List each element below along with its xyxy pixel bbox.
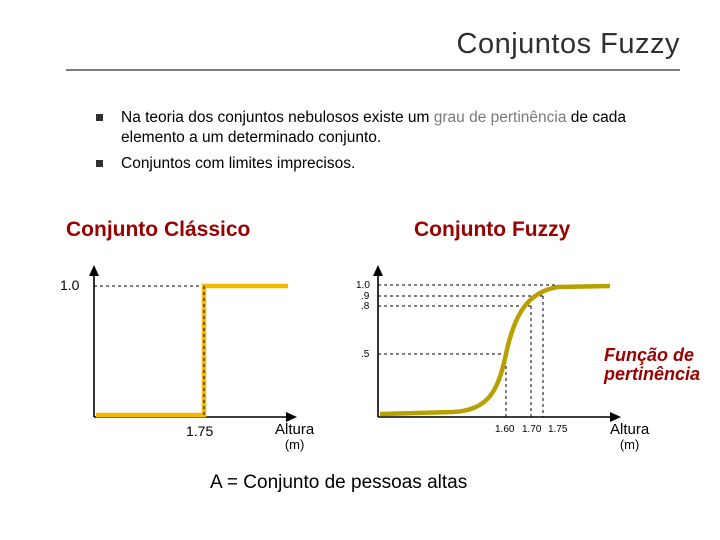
ytick-1: 1.0 bbox=[356, 280, 370, 291]
bullet-list: Na teoria dos conjuntos nebulosos existe… bbox=[96, 108, 680, 180]
page-title: Conjuntos Fuzzy bbox=[66, 28, 680, 61]
classic-step-curve bbox=[96, 286, 288, 415]
ytick-1: 1.0 bbox=[60, 277, 80, 293]
title-underline bbox=[66, 69, 680, 71]
bullet-item: Conjuntos com limites imprecisos. bbox=[96, 154, 680, 174]
xtick-175: 1.75 bbox=[548, 424, 568, 435]
xtick-175: 1.75 bbox=[186, 423, 213, 439]
subhead-classic: Conjunto Clássico bbox=[66, 218, 250, 242]
ytick-8: .8 bbox=[361, 301, 370, 312]
fuzzy-s-curve bbox=[380, 286, 610, 414]
bullet-item: Na teoria dos conjuntos nebulosos existe… bbox=[96, 108, 680, 148]
title-block: Conjuntos Fuzzy bbox=[66, 28, 680, 71]
membership-label: Função de pertinência bbox=[604, 346, 700, 384]
bullet-text: Na teoria dos conjuntos nebulosos existe… bbox=[121, 108, 680, 148]
slide: Conjuntos Fuzzy Na teoria dos conjuntos … bbox=[0, 0, 720, 540]
ytick-5: .5 bbox=[361, 349, 370, 360]
xtick-160: 1.60 bbox=[495, 424, 515, 435]
bullet-icon bbox=[96, 114, 103, 121]
bullet-text: Conjuntos com limites imprecisos. bbox=[121, 154, 355, 174]
xtick-170: 1.70 bbox=[522, 424, 542, 435]
footer-caption: A = Conjunto de pessoas altas bbox=[210, 472, 467, 494]
fuzzy-xlabel: Altura (m) bbox=[610, 422, 649, 452]
bullet-icon bbox=[96, 160, 103, 167]
classic-xlabel: Altura (m) bbox=[275, 422, 314, 452]
fuzzy-chart: 1.0 .9 .8 .5 1.60 1.70 1.75 bbox=[348, 262, 648, 452]
subhead-fuzzy: Conjunto Fuzzy bbox=[414, 218, 570, 242]
